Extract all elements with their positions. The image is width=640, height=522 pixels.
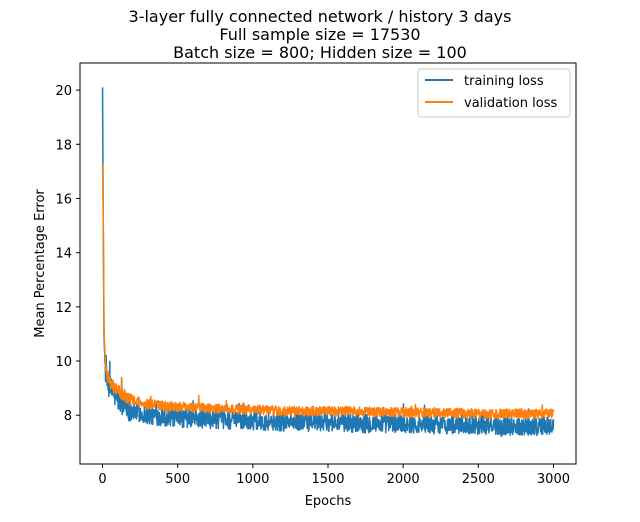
y-tick-label: 16 [55, 192, 72, 207]
y-tick-label: 8 [64, 409, 72, 424]
x-tick-label: 0 [98, 472, 106, 487]
x-tick-label: 2000 [387, 472, 420, 487]
chart-title-line-1: 3-layer fully connected network / histor… [129, 7, 512, 26]
training-loss-line [101, 87, 555, 438]
legend-label-validation: validation loss [464, 96, 557, 111]
legend-label-training: training loss [464, 74, 544, 89]
y-axis-label: Mean Percentage Error [33, 189, 48, 338]
chart-title-line-3: Batch size = 800; Hidden size = 100 [173, 43, 467, 62]
x-tick-label: 1000 [236, 472, 269, 487]
y-tick-label: 10 [55, 355, 72, 370]
legend: training loss validation loss [417, 68, 571, 118]
chart-title-line-2: Full sample size = 17530 [219, 25, 420, 44]
y-axis-ticks: 8 10 12 14 16 18 20 [55, 84, 80, 424]
validation-loss-line [101, 163, 555, 420]
x-axis-ticks: 0 500 1000 1500 2000 2500 3000 [98, 464, 570, 487]
y-tick-label: 14 [55, 247, 72, 262]
y-tick-label: 12 [55, 301, 72, 316]
legend-box [417, 68, 571, 118]
x-tick-label: 500 [165, 472, 190, 487]
x-axis-label: Epochs [305, 494, 352, 509]
x-tick-label: 1500 [311, 472, 344, 487]
y-tick-label: 18 [55, 138, 72, 153]
y-tick-label: 20 [55, 84, 72, 99]
x-tick-label: 2500 [462, 472, 495, 487]
x-tick-label: 3000 [537, 472, 570, 487]
plot-lines [101, 87, 555, 438]
